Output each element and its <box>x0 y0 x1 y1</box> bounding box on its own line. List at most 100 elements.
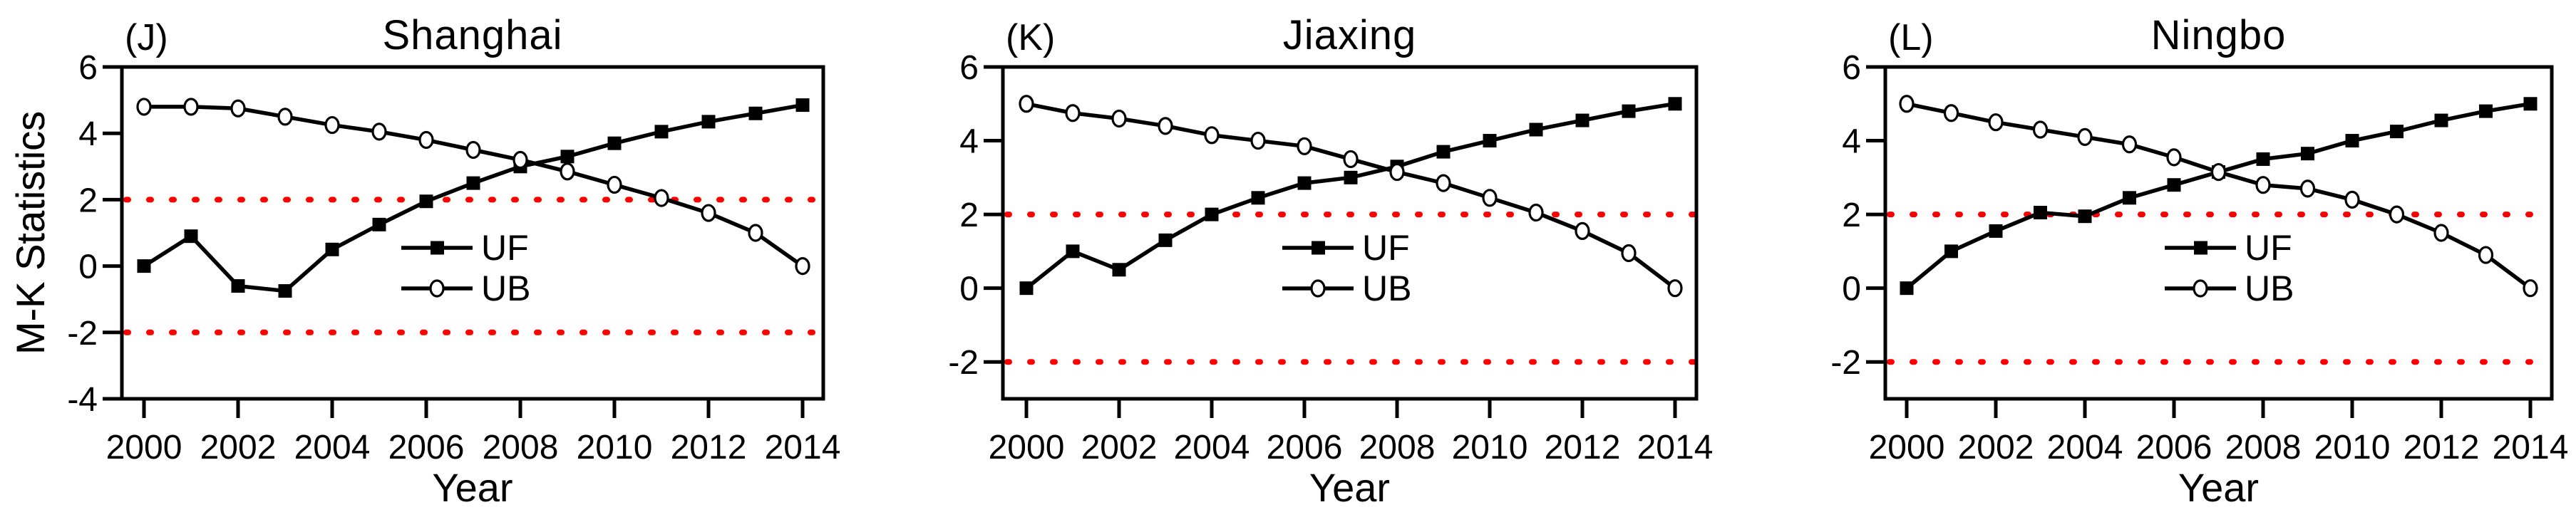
x-axis-label: Year <box>432 465 512 510</box>
uf-data-point <box>2479 104 2493 118</box>
y-axis-label: M-K Statistics <box>8 111 53 355</box>
uf-data-point <box>278 284 292 298</box>
ub-line <box>1026 102 1676 290</box>
x-tick-label: 2004 <box>294 429 371 466</box>
uf-data-point <box>1668 97 1682 111</box>
uf-data-point <box>1251 191 1265 205</box>
ub-data-point <box>1389 162 1405 182</box>
y-tick-label: -2 <box>1830 344 1861 382</box>
ub-marker-icon <box>2193 279 2208 298</box>
ub-data-point <box>1204 126 1220 145</box>
ub-data-point <box>795 257 810 276</box>
x-tick-label: 2010 <box>577 429 653 466</box>
uf-data-point <box>2523 97 2538 111</box>
uf-data-point <box>2256 152 2270 166</box>
y-tick-label: 4 <box>1842 123 1861 161</box>
ub-data-point <box>2166 148 2182 167</box>
legend-uf-label: UF <box>481 228 529 268</box>
y-tick-label: -2 <box>948 344 979 382</box>
y-axis-label: M-K Statistics <box>8 111 53 355</box>
ub-data-point <box>2032 120 2049 139</box>
uf-line <box>1905 102 2531 290</box>
x-tick-label: 2014 <box>2493 429 2569 466</box>
ub-data-point <box>1528 203 1544 222</box>
uf-marker-icon <box>431 241 444 255</box>
uf-data-point <box>2123 191 2136 205</box>
ub-data-point <box>2344 190 2360 209</box>
uf-data-point <box>1529 122 1543 137</box>
y-tick-label: 0 <box>959 271 979 308</box>
ub-data-point <box>654 189 669 207</box>
chart-title: Jiaxing <box>1283 12 1417 58</box>
x-tick-label: 2002 <box>200 429 277 466</box>
ub-data-point <box>2210 162 2227 182</box>
chart-panel-shanghai: -4 -2 0 2 4 6 2000 2002 2004 2006 2008 2010 2012 2014… <box>8 12 840 510</box>
y-tick-label: 6 <box>1842 49 1861 87</box>
ub-data-point <box>183 98 199 116</box>
ub-data-point <box>1667 279 1683 298</box>
x-tick-label: 2010 <box>1452 429 1528 466</box>
ub-data-point <box>1343 150 1359 169</box>
uf-data-point <box>2034 206 2047 220</box>
y-tick-label: 0 <box>1842 271 1861 308</box>
ub-data-point <box>2523 279 2538 298</box>
uf-data-point <box>2301 147 2314 161</box>
uf-data-point <box>1158 233 1173 247</box>
y-tick-label: 6 <box>78 49 98 87</box>
uf-marker-icon <box>2194 241 2207 255</box>
x-tick-label: 2002 <box>1081 429 1158 466</box>
ub-data-point <box>1899 95 1915 113</box>
ub-data-point <box>2255 176 2271 194</box>
x-tick-label: 2006 <box>1267 429 1343 466</box>
y-axis-label: M-K Statistics <box>8 111 53 355</box>
ub-data-point <box>1297 137 1312 155</box>
uf-data-point <box>2390 125 2404 139</box>
ub-data-point <box>512 150 528 169</box>
ub-line <box>1906 102 2532 290</box>
y-tick-label: 0 <box>78 249 98 286</box>
x-axis-label: Year <box>2178 465 2259 510</box>
x-tick-label: 2008 <box>1359 429 1436 466</box>
y-tick-label: 2 <box>959 197 979 234</box>
ub-data-point <box>1436 174 1451 192</box>
uf-data-point <box>654 125 669 139</box>
legend-ub-label: UB <box>481 268 530 308</box>
panel-label: (L) <box>1888 17 1934 58</box>
ub-data-point <box>324 115 340 135</box>
ub-data-point <box>748 224 763 242</box>
ub-marker-icon <box>1310 279 1326 298</box>
ub-data-point <box>277 108 293 126</box>
ub-data-point <box>2433 224 2449 242</box>
uf-data-point <box>1297 176 1312 190</box>
x-tick-label: 2012 <box>671 429 747 466</box>
y-tick-label: 4 <box>959 123 979 161</box>
plot-frame <box>120 65 825 401</box>
ub-data-point <box>560 162 575 181</box>
ub-data-point <box>1111 109 1127 128</box>
ub-data-point <box>1158 117 1173 135</box>
uf-data-point <box>2345 134 2359 148</box>
uf-data-point <box>1344 170 1358 184</box>
ub-data-point <box>371 122 387 141</box>
uf-data-point <box>1112 263 1126 277</box>
legend-ub-label: UB <box>2245 268 2294 308</box>
uf-data-point <box>231 279 245 293</box>
y-tick-label: 4 <box>78 115 98 153</box>
x-tick-label: 2000 <box>106 429 182 466</box>
uf-data-point <box>1944 244 1958 259</box>
x-tick-label: 2006 <box>388 429 465 466</box>
uf-data-point <box>1066 244 1080 259</box>
ub-data-point <box>1065 104 1081 122</box>
uf-data-point <box>137 259 151 273</box>
uf-line <box>1025 102 1676 290</box>
ub-data-point <box>1482 189 1498 207</box>
uf-data-point <box>748 106 763 120</box>
ub-data-point <box>1575 221 1590 241</box>
ub-data-point <box>1621 244 1637 263</box>
ub-data-point <box>418 130 434 150</box>
ub-data-point <box>2478 246 2494 264</box>
uf-data-point <box>1483 134 1497 148</box>
